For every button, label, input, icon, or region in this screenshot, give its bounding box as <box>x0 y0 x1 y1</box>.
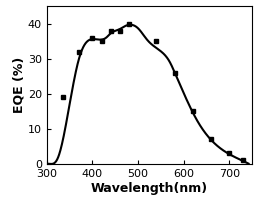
X-axis label: Wavelength(nm): Wavelength(nm) <box>91 182 208 195</box>
Y-axis label: EQE (%): EQE (%) <box>12 57 25 113</box>
